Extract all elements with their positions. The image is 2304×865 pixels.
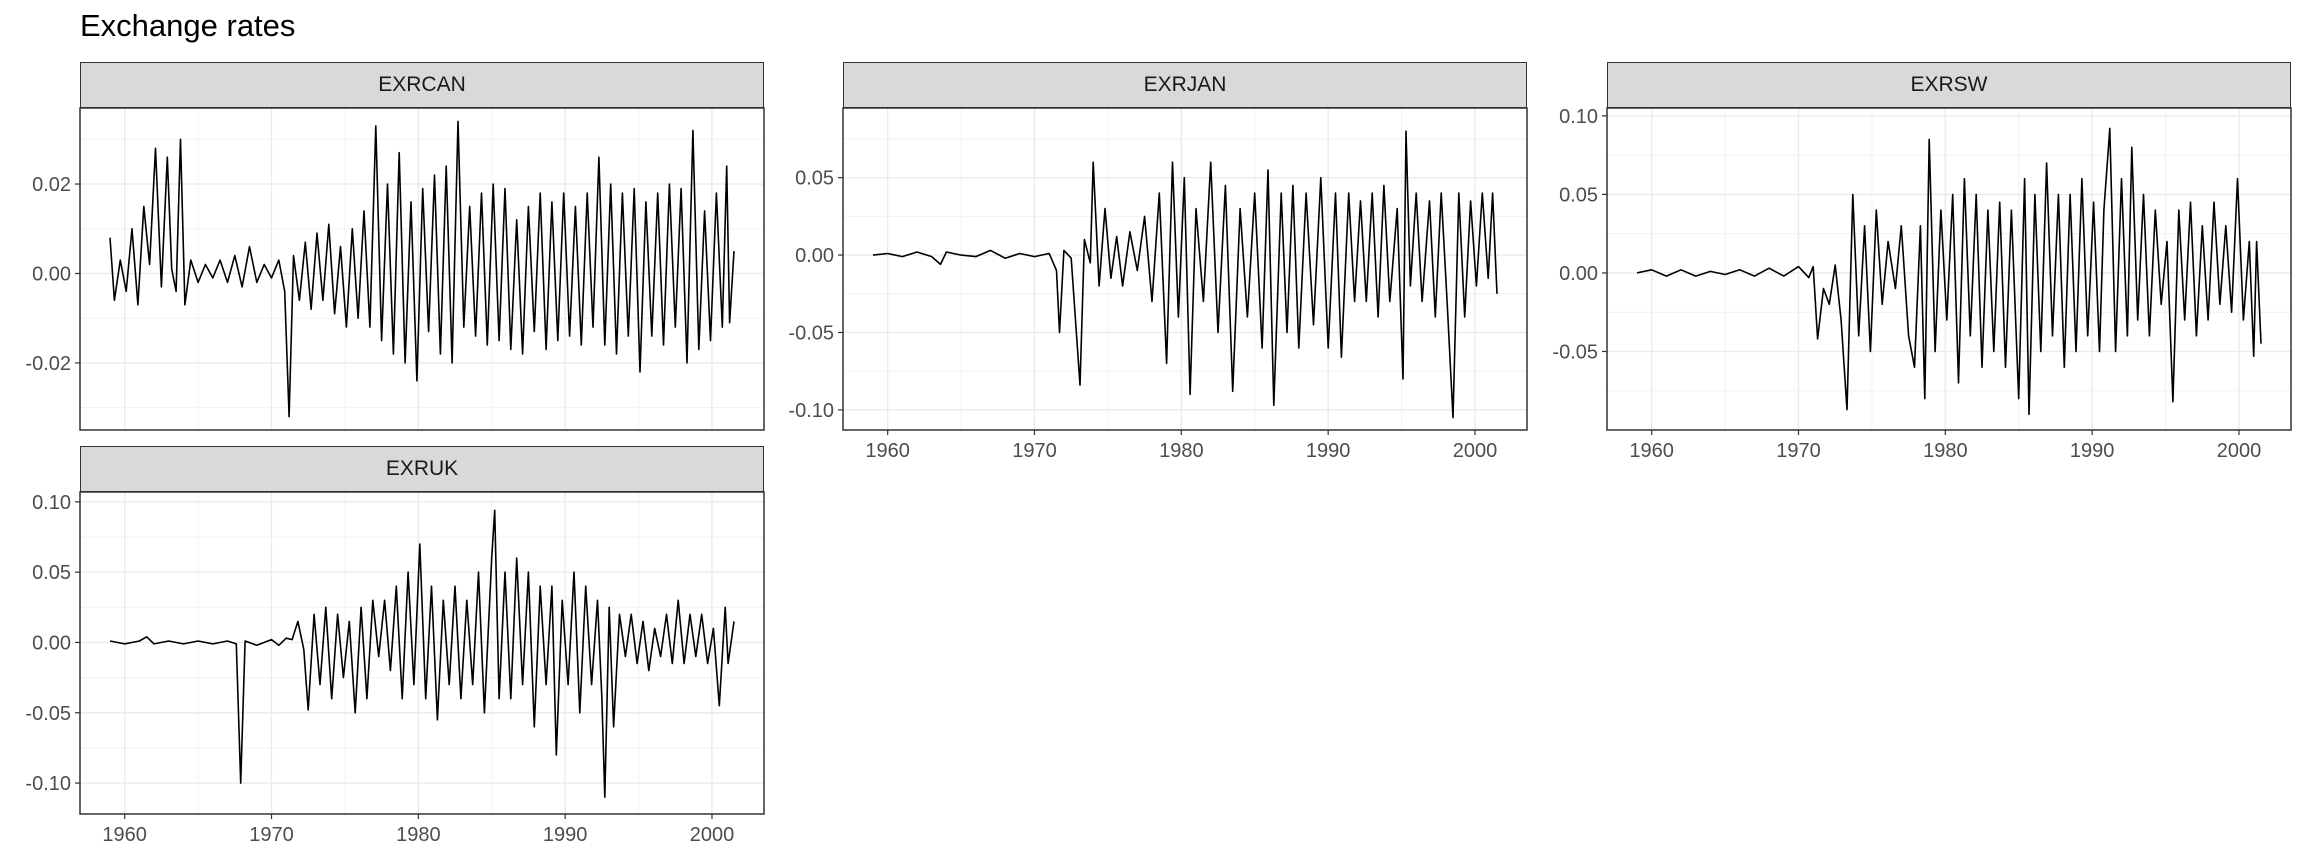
series-line-exrsw [1636,127,2262,416]
x-tick-label: 1980 [396,824,441,846]
x-tick-label: 1980 [1923,440,1968,462]
y-tick-label: 0.10 [32,492,71,514]
y-tick-label: -0.05 [788,322,834,344]
chart-title: Exchange rates [80,8,296,43]
x-tick-label: 1970 [1012,440,1057,462]
y-tick-label: -0.05 [25,703,71,725]
y-tick-label: 0.00 [32,263,71,285]
y-tick-label: 0.02 [32,174,71,196]
series-line-exrcan [109,120,735,418]
x-tick-label: 1980 [1159,440,1204,462]
panel-border-exruk [79,491,765,815]
x-tick-label: 1960 [102,824,147,846]
y-tick-label: 0.05 [1559,184,1598,206]
x-tick-label: 2000 [2217,440,2262,462]
y-tick-label: 0.10 [1559,106,1598,128]
x-tick-label: 2000 [1453,440,1498,462]
y-tick-label: -0.10 [25,773,71,795]
y-tick-label: 0.00 [795,245,834,267]
panel-border-exrcan [79,107,765,431]
x-tick-label: 1990 [543,824,588,846]
series-line-exruk [109,509,735,798]
y-tick-label: 0.00 [32,632,71,654]
x-tick-label: 1970 [249,824,294,846]
y-tick-label: 0.00 [1559,263,1598,285]
panel-border-exrsw [1606,107,2292,431]
y-tick-label: 0.05 [795,168,834,190]
panel-strip-exrcan: EXRCAN [80,62,764,108]
x-tick-label: 1990 [2070,440,2115,462]
x-tick-label: 2000 [690,824,735,846]
x-tick-label: 1970 [1776,440,1821,462]
x-tick-label: 1960 [865,440,910,462]
y-tick-label: -0.05 [1552,341,1598,363]
x-tick-label: 1960 [1629,440,1674,462]
x-tick-label: 1990 [1306,440,1351,462]
panel-border-exrjan [842,107,1528,431]
series-line-exrjan [872,130,1498,419]
y-tick-label: -0.10 [788,400,834,422]
y-tick-label: 0.05 [32,562,71,584]
panel-strip-exrsw: EXRSW [1607,62,2291,108]
y-tick-label: -0.02 [25,353,71,375]
